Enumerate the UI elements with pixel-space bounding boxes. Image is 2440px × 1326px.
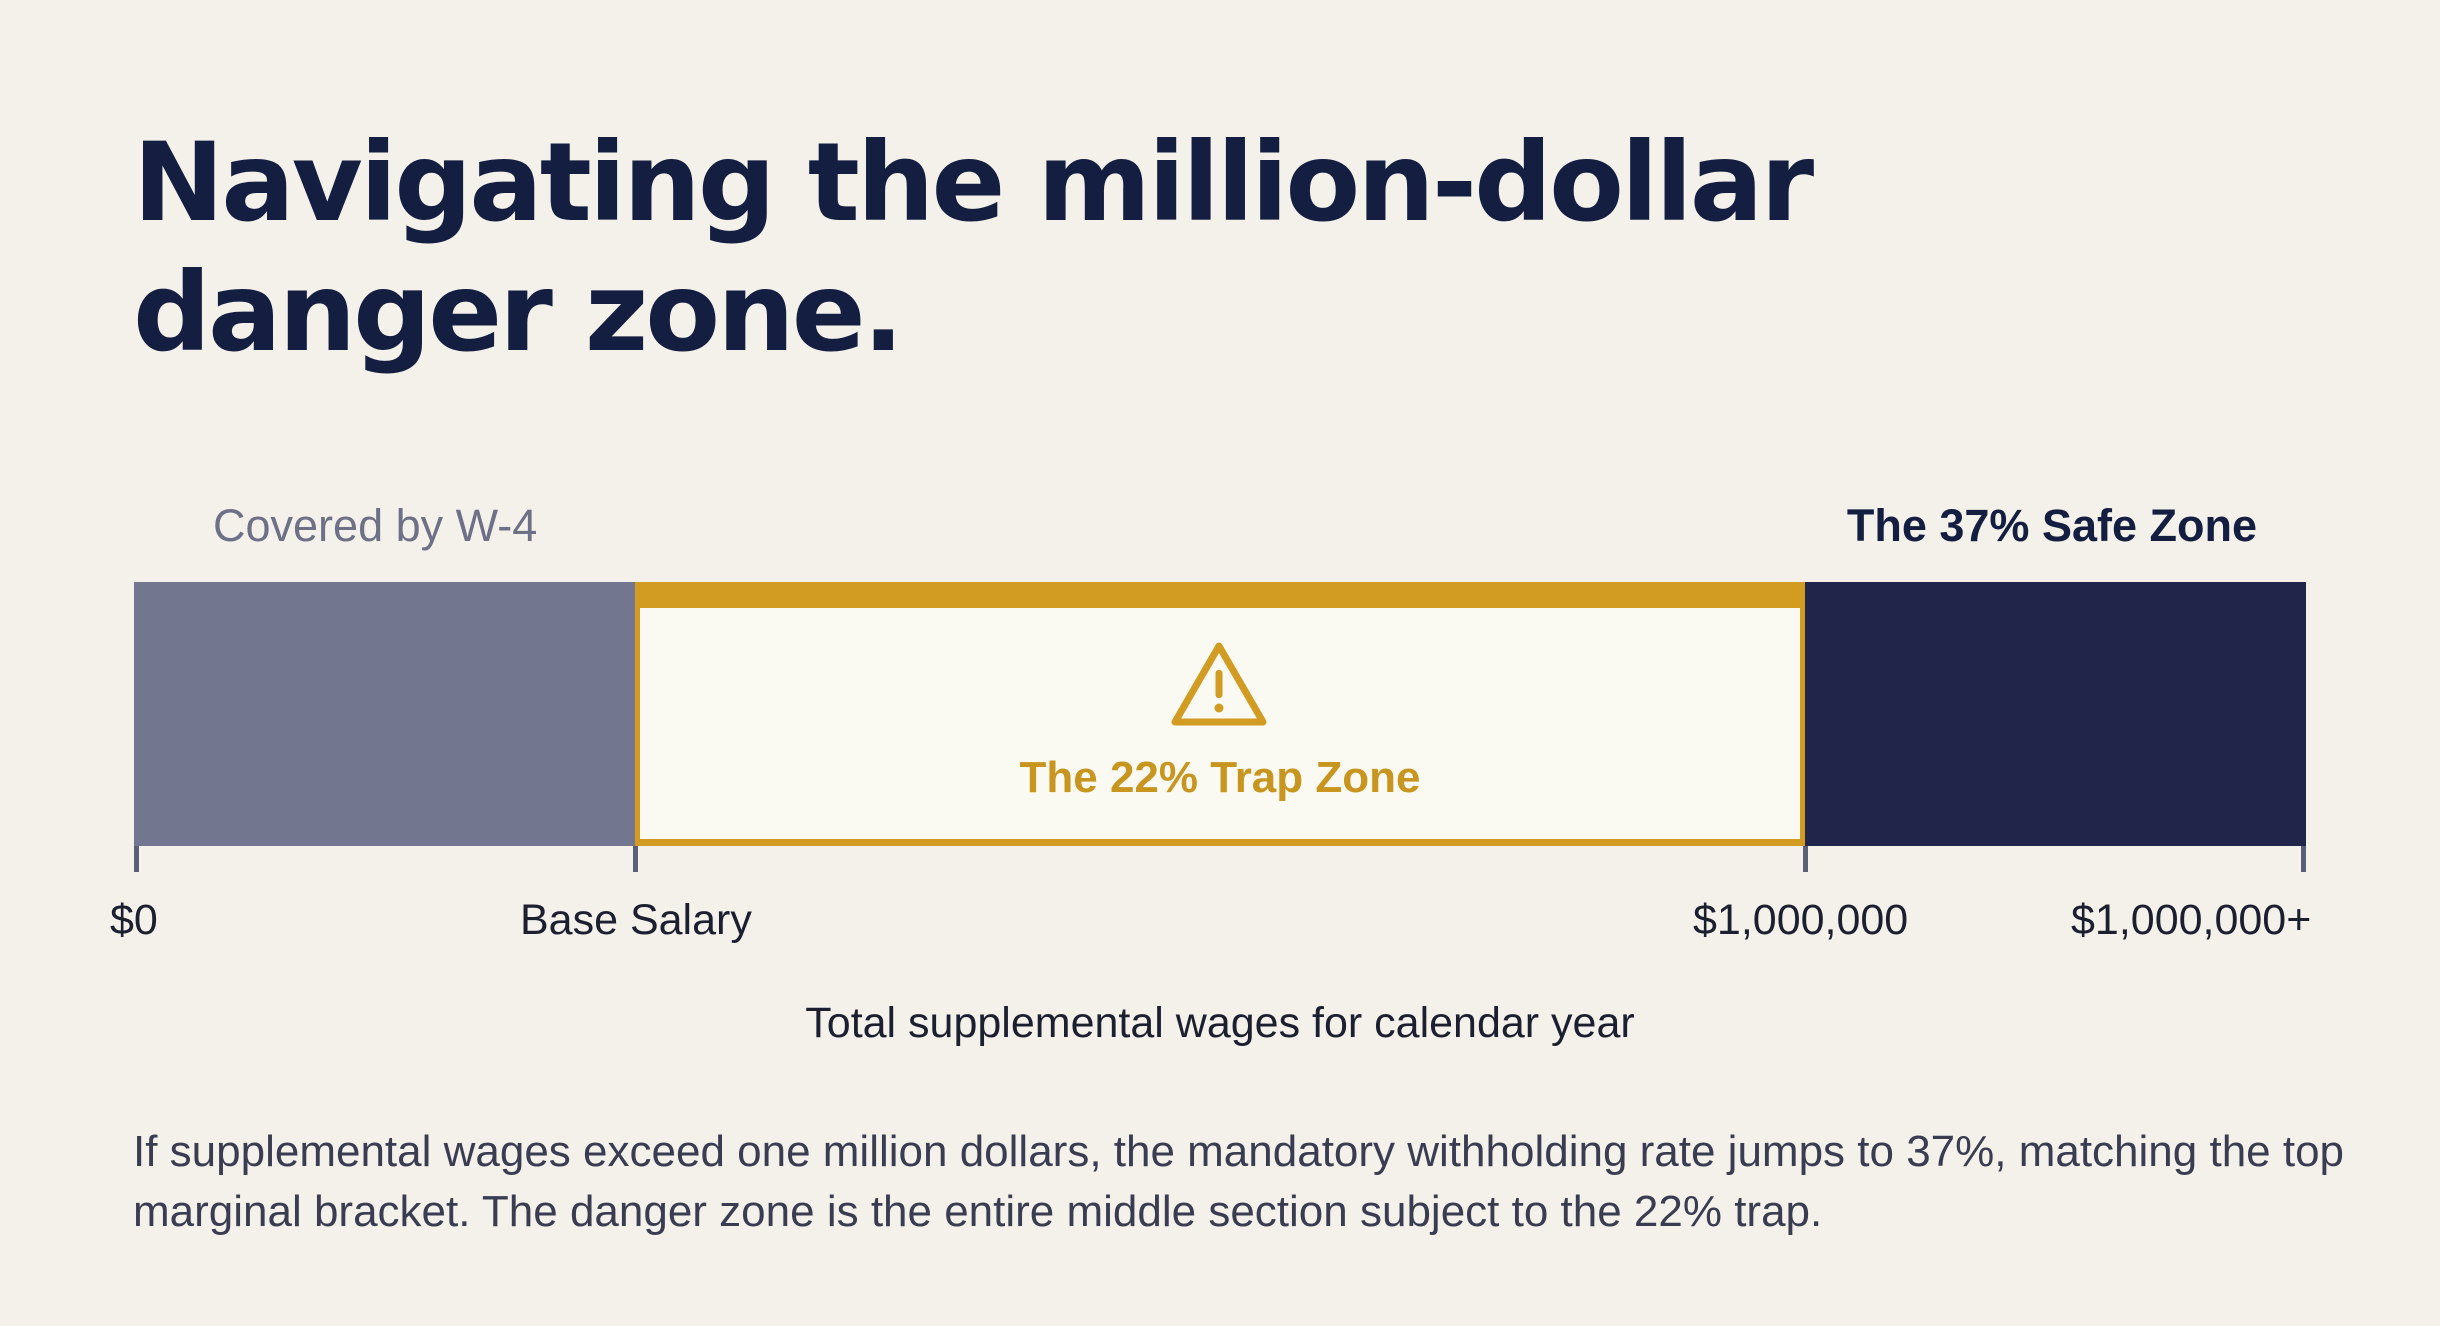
axis-tick: [633, 846, 638, 872]
axis-tick: [1803, 846, 1808, 872]
safe-zone-label: The 37% Safe Zone: [1846, 500, 2257, 551]
tick-label-zero: $0: [110, 896, 158, 944]
axis-tick: [134, 846, 139, 872]
base-salary-segment: [134, 582, 635, 846]
explanatory-note: If supplemental wages exceed one million…: [133, 1127, 2345, 1236]
trap-zone-label: The 22% Trap Zone: [1019, 753, 1421, 802]
tick-label-base-salary: Base Salary: [520, 896, 752, 944]
axis-title: Total supplemental wages for calendar ye…: [805, 999, 1635, 1047]
page-title: Navigating the million-dollar danger zon…: [133, 119, 1814, 376]
warning-triangle-icon: [1171, 642, 1267, 726]
axis-tick: [2301, 846, 2306, 872]
tick-label-one-million: $1,000,000: [1693, 896, 1909, 944]
covered-by-w4-label: Covered by W-4: [213, 500, 538, 551]
trap-zone-segment: [635, 582, 1805, 846]
safe-zone-segment: [1805, 582, 2306, 846]
tick-label-one-million-plus: $1,000,000+: [2071, 896, 2312, 944]
